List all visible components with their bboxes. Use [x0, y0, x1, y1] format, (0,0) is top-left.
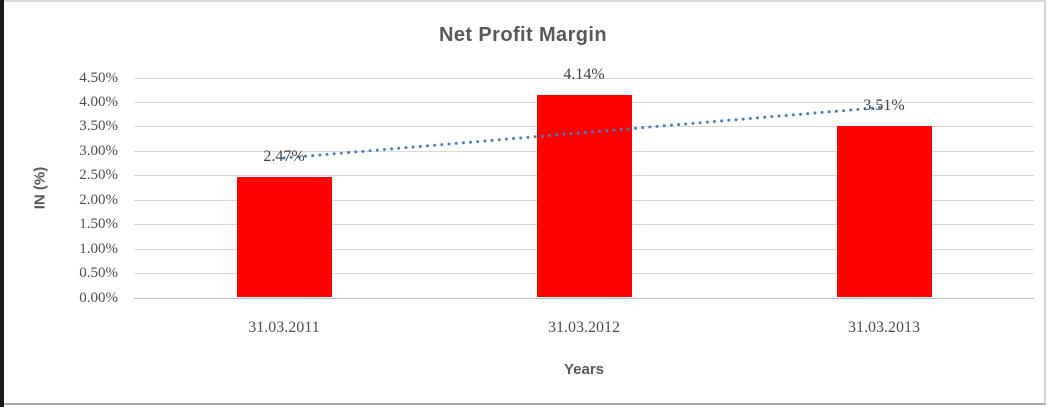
x-category-label: 31.03.2012: [548, 319, 620, 336]
x-axis-title: Years: [563, 361, 605, 378]
y-axis-title: IN (%): [31, 166, 49, 210]
chart-title: Net Profit Margin: [439, 24, 607, 46]
y-tick-label: 4.00%: [79, 93, 118, 110]
y-tick-label: 1.00%: [79, 240, 118, 257]
y-tick-label: 4.50%: [79, 69, 118, 86]
window-left-edge: [0, 0, 4, 407]
y-tick-label: 2.00%: [79, 191, 118, 208]
gridline: [134, 77, 1034, 79]
bar: [836, 125, 932, 298]
bar: [536, 95, 632, 298]
y-tick-label: 0.00%: [79, 289, 118, 306]
bar: [236, 176, 332, 298]
y-tick-label: 1.50%: [79, 216, 118, 233]
x-category-label: 31.03.2011: [248, 319, 320, 336]
bar-value-label: 2.47%: [263, 147, 305, 165]
bar-value-label: 3.51%: [863, 96, 905, 114]
y-tick-label: 2.50%: [79, 167, 118, 184]
y-tick-label: 3.50%: [79, 118, 118, 135]
x-axis-line: [134, 297, 1034, 299]
bar-value-label: 4.14%: [563, 66, 605, 84]
y-tick-label: 0.50%: [79, 265, 118, 282]
x-category-label: 31.03.2013: [848, 319, 920, 336]
y-tick-label: 3.00%: [79, 142, 118, 159]
